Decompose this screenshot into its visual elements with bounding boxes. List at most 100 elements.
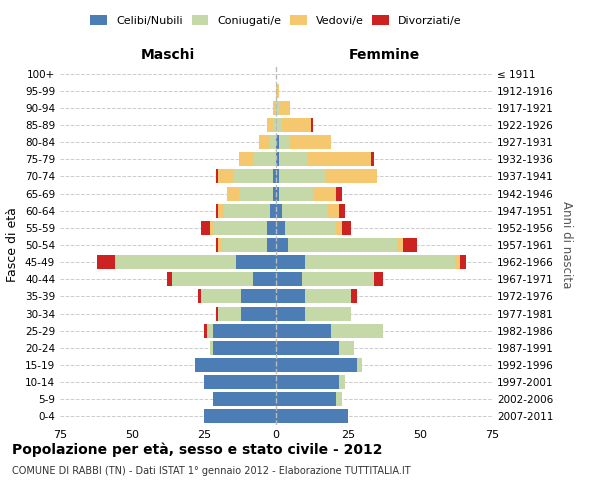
Bar [313, 186, 337, 200]
Bar [331, 324, 383, 338]
Bar [233, 170, 273, 183]
Bar [201, 290, 241, 304]
Bar [276, 238, 287, 252]
Bar [273, 101, 276, 115]
Text: Maschi: Maschi [141, 48, 195, 62]
Bar [207, 324, 212, 338]
Bar [167, 272, 172, 286]
Bar [305, 306, 351, 320]
Bar [276, 84, 279, 98]
Bar [305, 290, 351, 304]
Bar [215, 306, 218, 320]
Bar [328, 204, 340, 218]
Bar [273, 118, 276, 132]
Bar [279, 101, 290, 115]
Bar [340, 204, 345, 218]
Bar [276, 101, 279, 115]
Bar [276, 186, 279, 200]
Bar [276, 290, 305, 304]
Bar [204, 375, 276, 389]
Bar [276, 392, 337, 406]
Bar [276, 255, 305, 269]
Bar [212, 221, 268, 235]
Bar [279, 152, 308, 166]
Bar [371, 152, 374, 166]
Bar [337, 221, 342, 235]
Bar [276, 341, 340, 355]
Bar [268, 118, 273, 132]
Bar [268, 238, 276, 252]
Bar [351, 290, 356, 304]
Bar [287, 238, 397, 252]
Bar [210, 341, 212, 355]
Bar [276, 272, 302, 286]
Bar [241, 306, 276, 320]
Bar [224, 204, 270, 218]
Bar [218, 204, 224, 218]
Bar [276, 410, 348, 424]
Bar [340, 375, 345, 389]
Y-axis label: Fasce di età: Fasce di età [7, 208, 19, 282]
Y-axis label: Anni di nascita: Anni di nascita [560, 202, 573, 288]
Bar [212, 392, 276, 406]
Bar [276, 221, 284, 235]
Bar [308, 152, 371, 166]
Bar [215, 204, 218, 218]
Legend: Celibi/Nubili, Coniugati/e, Vedovi/e, Divorziati/e: Celibi/Nubili, Coniugati/e, Vedovi/e, Di… [86, 10, 466, 30]
Text: COMUNE DI RABBI (TN) - Dati ISTAT 1° gennaio 2012 - Elaborazione TUTTITALIA.IT: COMUNE DI RABBI (TN) - Dati ISTAT 1° gen… [12, 466, 410, 476]
Bar [253, 152, 276, 166]
Bar [276, 324, 331, 338]
Bar [270, 204, 276, 218]
Bar [305, 255, 455, 269]
Bar [397, 238, 403, 252]
Bar [337, 392, 342, 406]
Bar [210, 221, 212, 235]
Bar [374, 272, 383, 286]
Bar [196, 358, 276, 372]
Bar [204, 324, 207, 338]
Bar [284, 221, 337, 235]
Bar [239, 186, 273, 200]
Text: Femmine: Femmine [349, 48, 419, 62]
Bar [172, 272, 253, 286]
Bar [276, 135, 279, 149]
Bar [276, 204, 282, 218]
Bar [212, 324, 276, 338]
Bar [282, 204, 328, 218]
Bar [279, 135, 290, 149]
Bar [279, 170, 325, 183]
Bar [403, 238, 417, 252]
Bar [276, 306, 305, 320]
Bar [302, 272, 374, 286]
Bar [241, 290, 276, 304]
Bar [342, 221, 351, 235]
Bar [227, 186, 239, 200]
Bar [276, 118, 282, 132]
Bar [97, 255, 115, 269]
Bar [276, 375, 340, 389]
Bar [460, 255, 466, 269]
Bar [259, 135, 270, 149]
Bar [198, 290, 201, 304]
Bar [276, 170, 279, 183]
Bar [279, 186, 313, 200]
Bar [340, 341, 354, 355]
Bar [270, 135, 276, 149]
Bar [337, 186, 342, 200]
Bar [212, 341, 276, 355]
Bar [215, 170, 218, 183]
Bar [290, 135, 331, 149]
Bar [356, 358, 362, 372]
Bar [218, 170, 233, 183]
Bar [282, 118, 311, 132]
Bar [218, 238, 221, 252]
Bar [253, 272, 276, 286]
Bar [236, 255, 276, 269]
Bar [268, 221, 276, 235]
Bar [239, 152, 253, 166]
Bar [218, 306, 241, 320]
Bar [276, 152, 279, 166]
Bar [201, 221, 210, 235]
Bar [273, 170, 276, 183]
Bar [273, 186, 276, 200]
